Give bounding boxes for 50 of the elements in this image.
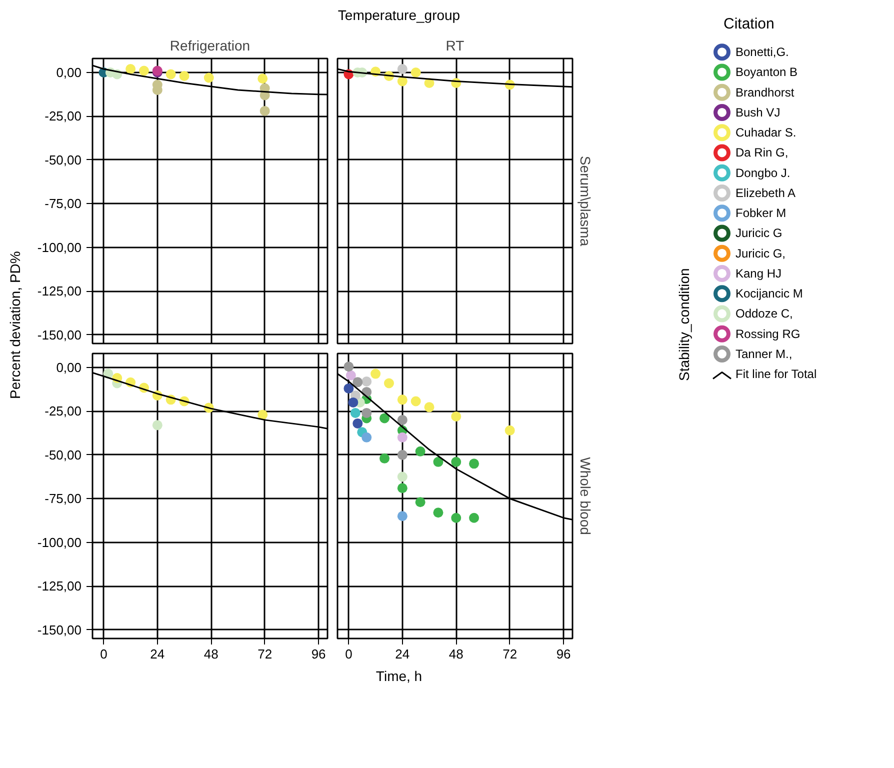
text: Stability_condition: [675, 268, 693, 382]
y-tick-label: -25,00: [44, 108, 82, 124]
legend-label: Tanner M.,: [736, 347, 792, 361]
legend-label: Cuhadar S.: [736, 126, 796, 140]
y-tick-label: -125,00: [37, 284, 82, 299]
y-tick-label: 0,00: [56, 64, 82, 80]
y-tick-label: -125,00: [37, 578, 82, 594]
y-tick-label: -50,00: [44, 447, 82, 462]
y-tick-label: -100,00: [37, 534, 82, 550]
y-tick-label: -75,00: [44, 491, 82, 506]
y-tick-label: -150,00: [37, 622, 82, 638]
legend-label: Juricic G,: [736, 246, 786, 260]
legend-label: Bush VJ: [736, 105, 780, 120]
legend-label: Fobker M: [736, 206, 786, 220]
chart-subtitle: RT: [446, 38, 465, 54]
chart-subtitle: Refrigeration: [170, 38, 250, 54]
legend-label: Boyanton B: [736, 65, 798, 80]
legend-label: Kang HJ: [736, 266, 782, 280]
legend-label: Kocijancic M: [736, 286, 803, 301]
x-tick-label: 72: [502, 646, 518, 662]
x-axis-title: Time, h: [376, 667, 422, 686]
x-tick-label: 24: [150, 646, 165, 662]
legend-label: Da Rin G,: [736, 146, 788, 160]
legend-label: Oddoze C,: [736, 306, 793, 321]
x-tick-label: 96: [556, 646, 571, 662]
legend-label: Fit line for Total: [736, 367, 817, 382]
text: Temperature_group: [338, 6, 460, 25]
y-tick-label: -75,00: [44, 196, 82, 212]
x-tick-label: 0: [345, 646, 352, 662]
x-tick-label: 96: [311, 646, 326, 662]
y-tick-label: 0,00: [56, 360, 82, 375]
x-tick-label: 24: [395, 646, 410, 662]
y2-axis-title: Whole blood: [578, 457, 594, 535]
x-tick-label: 72: [258, 646, 272, 662]
y-axis-title: Percent deviation, PD%: [6, 251, 24, 399]
y-tick-label: -150,00: [37, 327, 82, 342]
legend-label: Dongbo J.: [736, 166, 790, 180]
legend-label: Bonetti,G.: [736, 45, 789, 60]
legend-label: Juricic G: [736, 226, 782, 240]
y-tick-label: -25,00: [44, 404, 82, 419]
y-tick-label: -100,00: [37, 240, 82, 255]
legend-label: Brandhorst: [736, 85, 795, 100]
legend-label: Rossing RG: [736, 326, 800, 341]
x-tick-label: 48: [204, 646, 218, 662]
y-tick-label: -50,00: [44, 152, 82, 168]
legend-label: Elizebeth A: [736, 186, 796, 200]
y2-axis-title: Serum\plasma: [578, 156, 594, 246]
x-tick-label: 48: [448, 646, 464, 662]
x-tick-label: 0: [100, 646, 108, 662]
legend-title: Citation: [724, 16, 774, 33]
